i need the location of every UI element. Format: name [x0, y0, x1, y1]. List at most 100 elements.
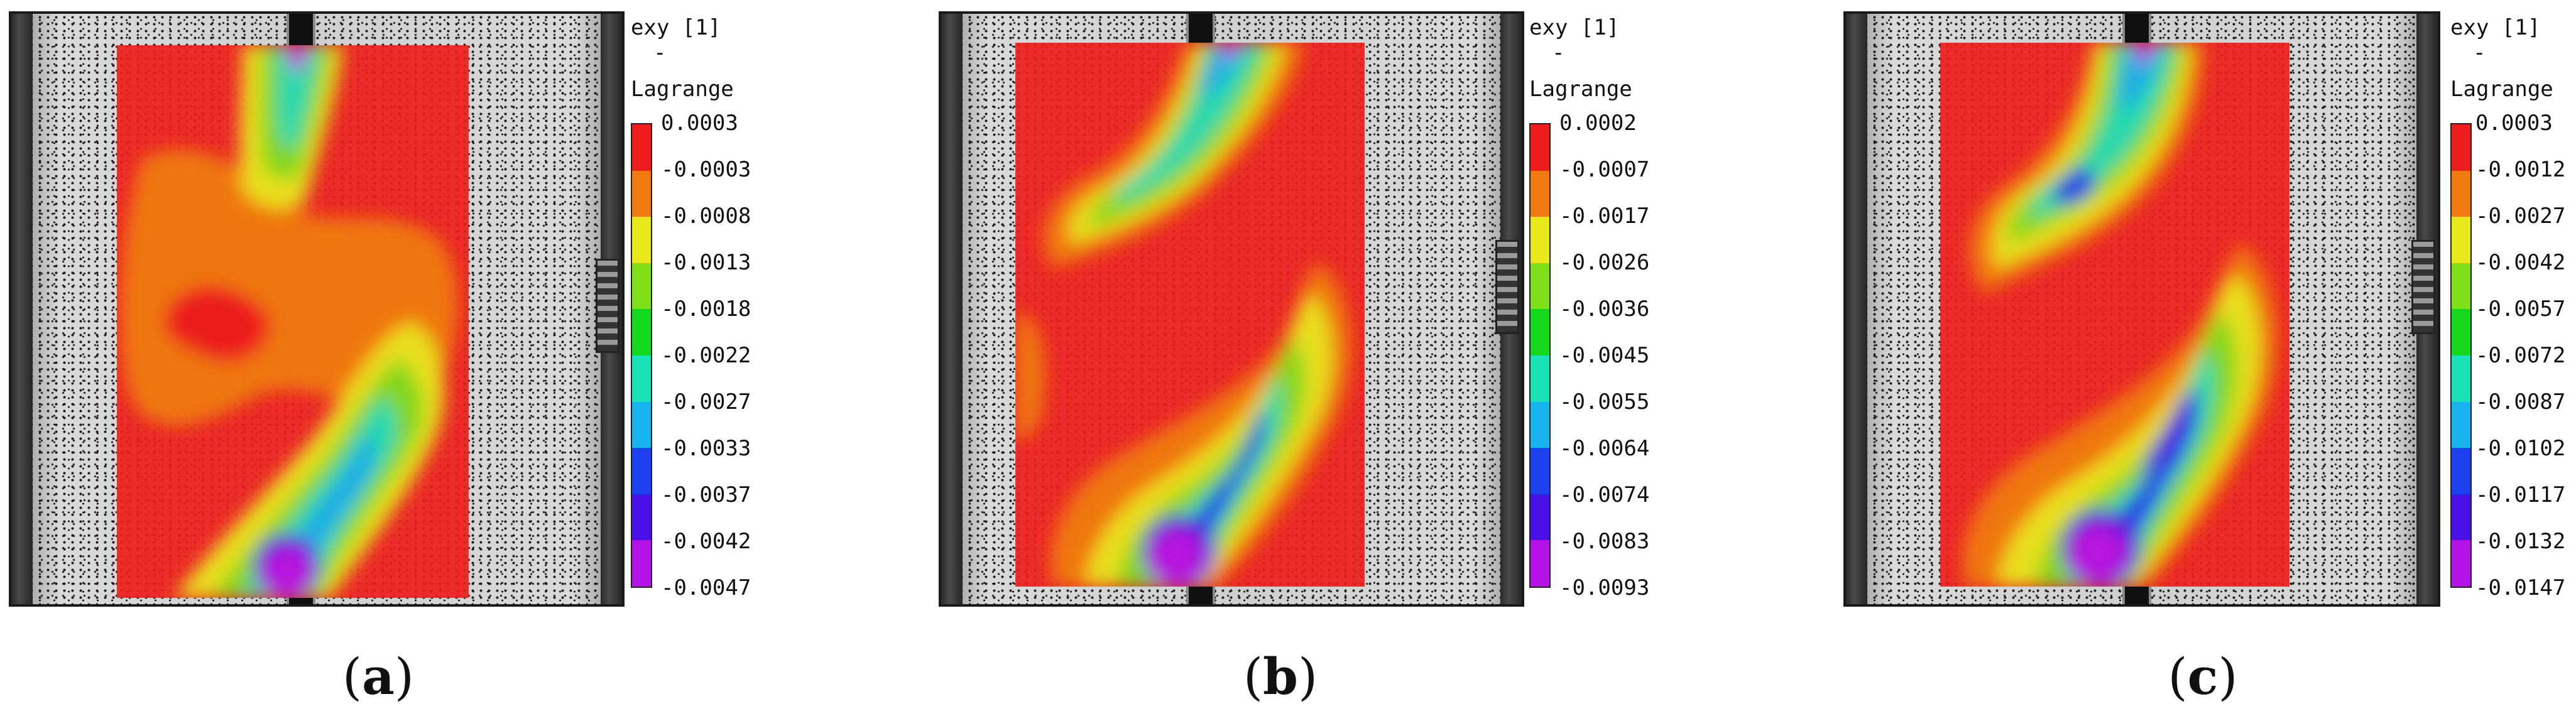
colorbar-segment: [2452, 448, 2470, 495]
tick-label: -0.0045: [1559, 343, 1650, 368]
colorbar-segment: [632, 263, 651, 310]
legend-title-line1: exy [1]: [631, 15, 721, 40]
frame-edge-left: [11, 14, 33, 604]
legend-title-line3: Lagrange: [631, 77, 734, 102]
colorbar-segment: [2452, 401, 2470, 448]
legend-title-line2: -: [2473, 40, 2486, 65]
tick-label: -0.0102: [2475, 436, 2566, 461]
tick-label: -0.0093: [1559, 575, 1650, 600]
colorbar-segment: [1531, 309, 1549, 356]
caption-c: (c): [2140, 648, 2266, 705]
colorbar-segment: [1531, 355, 1549, 403]
tick-label: -0.0087: [2475, 389, 2566, 415]
colorbar-segment: [632, 540, 651, 587]
tick-label: -0.0022: [661, 343, 751, 368]
colorbar-segment: [2452, 355, 2470, 403]
panel-a: exy [1] - Lagrange 0.0003 -0.0003 -0.000…: [0, 0, 817, 721]
tick-label: -0.0013: [661, 250, 751, 275]
tick-label: 0.0002: [1559, 111, 1637, 136]
colorbar-segment: [632, 217, 651, 264]
colorbar-segment: [2452, 170, 2470, 217]
colorbar-segment: [2452, 494, 2470, 541]
caption-close: ): [394, 648, 415, 706]
colorbar-c: [2450, 123, 2472, 588]
caption-a: (a): [315, 648, 441, 705]
tick-label: 0.0003: [661, 111, 738, 136]
caption-letter: b: [1263, 647, 1298, 706]
colorbar-segment: [632, 309, 651, 356]
strain-field-a: [117, 45, 469, 598]
tick-label: -0.0003: [661, 157, 751, 182]
colorbar-segment: [632, 124, 651, 171]
tick-label: -0.0064: [1559, 436, 1650, 461]
legend-title-line1: exy [1]: [1529, 15, 1620, 40]
tick-label: -0.0026: [1559, 250, 1650, 275]
tick-label: -0.0037: [661, 482, 751, 507]
tick-label: -0.0117: [2475, 482, 2566, 507]
tick-label: -0.0072: [2475, 343, 2566, 368]
caption-open: (: [2168, 648, 2188, 706]
colorbar-segment: [1531, 401, 1549, 448]
specimen-photo-c: [1843, 11, 2440, 607]
caption-letter: a: [362, 647, 395, 706]
legend-title-line3: Lagrange: [2450, 77, 2553, 102]
panel-b: exy [1] - Lagrange 0.0002 -0.0007 -0.001…: [930, 0, 1747, 721]
caption-b: (b): [1218, 648, 1343, 705]
colorbar-segment: [2452, 309, 2470, 356]
tick-label: -0.0147: [2475, 575, 2566, 600]
legend-title-line1: exy [1]: [2450, 15, 2541, 40]
tick-label: -0.0047: [661, 575, 751, 600]
colorbar-segment: [632, 401, 651, 448]
tick-label: -0.0017: [1559, 203, 1650, 229]
side-clip: [1495, 240, 1519, 334]
tick-label: -0.0042: [2475, 250, 2566, 275]
tick-label: 0.0003: [2475, 111, 2553, 136]
colorbar-segment: [2452, 124, 2470, 171]
tick-label: -0.0033: [661, 436, 751, 461]
side-clip: [596, 259, 619, 353]
caption-close: ): [2218, 648, 2238, 706]
specimen-photo-a: [9, 11, 625, 607]
caption-letter: c: [2187, 647, 2219, 706]
tick-label: -0.0027: [2475, 203, 2566, 229]
frame-edge-left: [941, 14, 963, 604]
colorbar-segment: [1531, 494, 1549, 541]
colorbar-segment: [1531, 124, 1549, 171]
colorbar-segment: [632, 494, 651, 541]
caption-open: (: [1243, 648, 1263, 706]
specimen-photo-b: [939, 11, 1524, 607]
colorbar-segment: [1531, 170, 1549, 217]
tick-label: -0.0042: [661, 529, 751, 554]
colorbar-segment: [1531, 263, 1549, 310]
tick-label: -0.0007: [1559, 157, 1650, 182]
colorbar-segment: [632, 448, 651, 495]
tick-label: -0.0018: [661, 296, 751, 322]
strain-field-c: [1940, 43, 2289, 587]
colorbar-b: [1529, 123, 1551, 588]
legend-title-line2: -: [1552, 40, 1565, 65]
colorbar-segment: [632, 170, 651, 217]
caption-open: (: [342, 648, 363, 706]
frame-edge-left: [1846, 14, 1867, 604]
legend-title-line3: Lagrange: [1529, 77, 1632, 102]
tick-label: -0.0036: [1559, 296, 1650, 322]
legend-title-line2: -: [653, 40, 667, 65]
panel-c: exy [1] - Lagrange 0.0003 -0.0012 -0.002…: [1835, 0, 2576, 721]
tick-label: -0.0083: [1559, 529, 1650, 554]
side-clip: [2411, 240, 2435, 334]
colorbar-segment: [2452, 540, 2470, 587]
colorbar-segment: [632, 355, 651, 403]
caption-close: ): [1297, 648, 1318, 706]
strain-field-b: [1015, 43, 1365, 587]
tick-label: -0.0012: [2475, 157, 2566, 182]
colorbar-segment: [2452, 217, 2470, 264]
tick-label: -0.0057: [2475, 296, 2566, 322]
tick-label: -0.0008: [661, 203, 751, 229]
tick-label: -0.0132: [2475, 529, 2566, 554]
colorbar-segment: [2452, 263, 2470, 310]
colorbar-segment: [1531, 540, 1549, 587]
colorbar-segment: [1531, 217, 1549, 264]
colorbar-a: [631, 123, 652, 588]
tick-label: -0.0055: [1559, 389, 1650, 415]
colorbar-segment: [1531, 448, 1549, 495]
